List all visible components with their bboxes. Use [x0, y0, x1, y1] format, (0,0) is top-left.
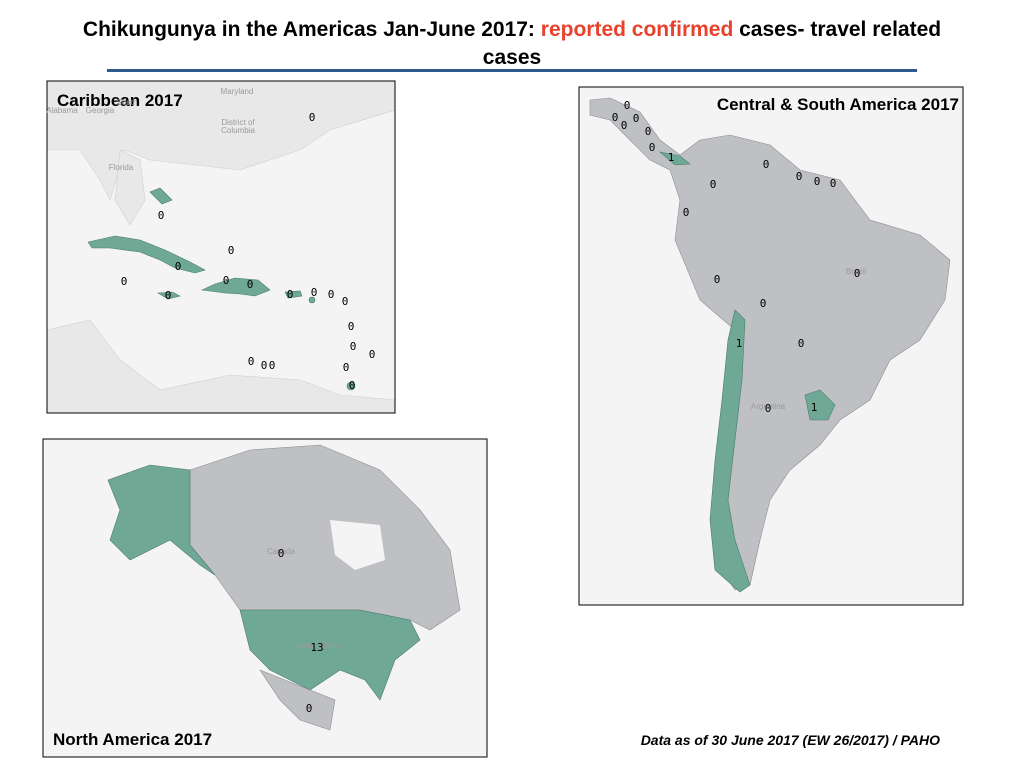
case-count: 0 — [350, 340, 357, 353]
case-count: 0 — [645, 125, 652, 138]
basemap-label: Georgia — [86, 106, 115, 115]
case-count: 0 — [306, 702, 313, 715]
north-america-map — [43, 439, 487, 757]
case-count: 1 — [736, 337, 743, 350]
title-part: cases- travel related — [733, 18, 941, 41]
case-count: 0 — [760, 297, 767, 310]
title-part: Chikungunya in the Americas Jan-June 201… — [83, 18, 541, 41]
case-count: 1 — [811, 401, 818, 414]
case-count: 0 — [311, 286, 318, 299]
basemap-label: District of — [221, 118, 255, 127]
basemap-label: Canada — [267, 547, 296, 556]
case-count: 0 — [830, 177, 837, 190]
panel-title: Central & South America 2017 — [717, 95, 959, 114]
case-count: 0 — [309, 111, 316, 124]
case-count: 0 — [649, 141, 656, 154]
case-count: 0 — [175, 260, 182, 273]
case-count: 0 — [814, 175, 821, 188]
case-count: 0 — [261, 359, 268, 372]
case-count: 13 — [310, 641, 323, 654]
basemap-label: Florida — [109, 163, 134, 172]
basemap-label: Maryland — [221, 87, 254, 96]
case-count: 0 — [248, 355, 255, 368]
case-count: 0 — [765, 402, 772, 415]
case-count: 0 — [710, 178, 717, 191]
case-count: 0 — [798, 337, 805, 350]
case-count: 0 — [714, 273, 721, 286]
south-america-map — [579, 87, 963, 605]
basemap-label: United States — [293, 641, 341, 650]
case-count: 0 — [612, 111, 619, 124]
case-count: 0 — [854, 267, 861, 280]
case-count: 0 — [328, 288, 335, 301]
title-line2: cases — [483, 46, 541, 69]
footer: Data as of 30 June 2017 (EW 26/2017) / P… — [641, 732, 940, 748]
case-count: 0 — [343, 361, 350, 374]
panel-frame — [578, 86, 964, 606]
case-count: 0 — [247, 278, 254, 291]
basemap-label: Alabama — [46, 106, 78, 115]
basemap-label: South — [117, 98, 138, 107]
case-count: 0 — [287, 288, 294, 301]
case-count: 1 — [668, 151, 675, 164]
case-count: 0 — [683, 206, 690, 219]
case-count: 0 — [369, 348, 376, 361]
case-count: 0 — [228, 244, 235, 257]
title: Chikungunya in the Americas Jan-June 201… — [83, 18, 941, 41]
panel-title: Caribbean 2017 — [57, 91, 183, 110]
case-count: 0 — [621, 119, 628, 132]
title-highlight: reported confirmed — [541, 18, 734, 41]
case-count: 0 — [796, 170, 803, 183]
case-count: 0 — [165, 289, 172, 302]
panel-title: North America 2017 — [53, 730, 212, 749]
case-count: 0 — [158, 209, 165, 222]
case-count: 0 — [348, 320, 355, 333]
basemap-label: Columbia — [221, 126, 255, 135]
case-count: 0 — [763, 158, 770, 171]
basemap-label: Argentina — [751, 402, 786, 411]
title-rule — [107, 69, 917, 72]
basemap-label: Brazil — [846, 267, 866, 276]
case-count: 0 — [633, 112, 640, 125]
panel-frame — [46, 80, 396, 414]
case-count: 0 — [624, 99, 631, 112]
case-count: 0 — [121, 275, 128, 288]
caribbean-map — [47, 81, 395, 413]
case-count: 0 — [278, 547, 285, 560]
case-count: 0 — [269, 359, 276, 372]
panel-frame — [42, 438, 488, 758]
case-count: 0 — [223, 274, 230, 287]
case-count: 0 — [349, 379, 356, 392]
case-count: 0 — [342, 295, 349, 308]
